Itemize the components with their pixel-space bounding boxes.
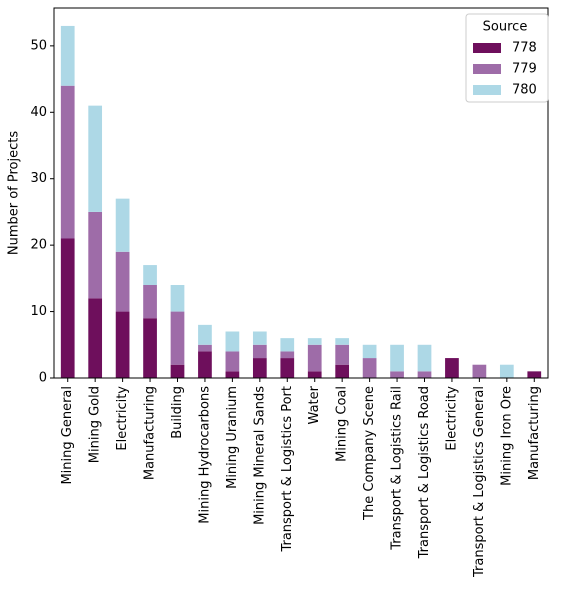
- bar-segment: [390, 344, 404, 372]
- bar-segment: [88, 211, 103, 299]
- y-axis-label: Number of Projects: [7, 131, 22, 255]
- bar-segment: [335, 344, 350, 365]
- y-tick-label: 20: [30, 238, 47, 253]
- bar-segment: [445, 358, 459, 378]
- bar-segment: [143, 285, 157, 319]
- bar-segment: [280, 338, 295, 352]
- bar-segment: [60, 238, 75, 378]
- bar-segment: [198, 324, 212, 345]
- bar-segment: [335, 338, 350, 345]
- x-tick-label: Mining Uranium: [225, 386, 240, 489]
- bar-segment: [252, 344, 267, 359]
- legend-box: [465, 13, 549, 103]
- y-tick-label: 40: [30, 105, 47, 120]
- bar-segment: [225, 331, 240, 352]
- x-tick-label: Mining General: [60, 386, 75, 485]
- bar-segment: [280, 358, 295, 378]
- legend-swatch: [473, 64, 501, 74]
- bar-segment: [390, 371, 404, 378]
- bar-segment: [170, 364, 185, 378]
- legend-label: 779: [512, 62, 537, 77]
- bar-segment: [88, 298, 103, 378]
- x-tick-label: Transport & Logistics Port: [280, 386, 295, 553]
- bar-segment: [225, 371, 240, 378]
- y-tick-label: 50: [30, 38, 47, 53]
- bar-segment: [60, 85, 75, 239]
- plot-frame: [53, 7, 549, 379]
- bar-segment: [307, 338, 322, 345]
- y-tick-label: 30: [30, 171, 47, 186]
- x-tick-label: Mining Iron Ore: [499, 386, 514, 486]
- y-tick-label: 0: [39, 371, 47, 386]
- x-tick-label: Water: [307, 385, 322, 424]
- legend: Source 778 779 780: [465, 13, 549, 103]
- legend-swatch: [473, 85, 501, 95]
- x-tick-label: Manufacturing: [527, 386, 542, 480]
- y-tick-label: 10: [30, 304, 47, 319]
- legend-swatch: [473, 43, 501, 53]
- bar-segment: [115, 251, 130, 312]
- x-tick-label: The Company Scene: [362, 386, 377, 521]
- bar-segment: [170, 311, 185, 365]
- bar-segment: [499, 364, 514, 378]
- bar-segment: [252, 331, 267, 345]
- bar-segment: [280, 351, 295, 359]
- legend-label: 778: [512, 41, 537, 56]
- x-tick-label: Mining Coal: [335, 386, 350, 462]
- bar-segment: [472, 364, 487, 378]
- bar-segment: [362, 344, 377, 359]
- x-tick-label: Electricity: [115, 386, 130, 451]
- x-tick-label: Transport & Logistics Rail: [390, 386, 405, 551]
- bar-segment: [307, 371, 322, 378]
- bar-segment: [225, 351, 240, 372]
- bar-segment: [417, 344, 432, 372]
- x-tick-label: Electricity: [444, 386, 459, 451]
- bar-segment: [198, 351, 212, 378]
- legend-label: 780: [512, 83, 537, 98]
- bar-segment: [115, 198, 130, 252]
- x-tick-label: Mining Mineral Sands: [252, 386, 267, 525]
- bar-segment: [143, 318, 157, 378]
- x-tick-label: Manufacturing: [143, 386, 158, 480]
- bar-segment: [60, 25, 75, 86]
- bar-segment: [198, 344, 212, 352]
- legend-title: Source: [483, 20, 528, 35]
- bar-segment: [335, 364, 350, 378]
- bar-segment: [170, 285, 185, 312]
- x-tick-label: Building: [170, 386, 185, 439]
- bar-segment: [307, 344, 322, 372]
- x-tick-label: Transport & Logistics Road: [417, 386, 432, 559]
- bar-segment: [115, 311, 130, 378]
- bar-segment: [88, 105, 103, 212]
- bar-segment: [527, 371, 542, 378]
- bar-segment: [143, 265, 157, 286]
- x-tick-label: Mining Hydrocarbons: [197, 386, 212, 524]
- bar-segment: [362, 358, 377, 378]
- bar-segment: [252, 358, 267, 378]
- x-tick-label: Transport & Logistics General: [472, 386, 487, 578]
- bar-segment: [417, 371, 432, 378]
- x-tick-label: Mining Gold: [88, 386, 103, 463]
